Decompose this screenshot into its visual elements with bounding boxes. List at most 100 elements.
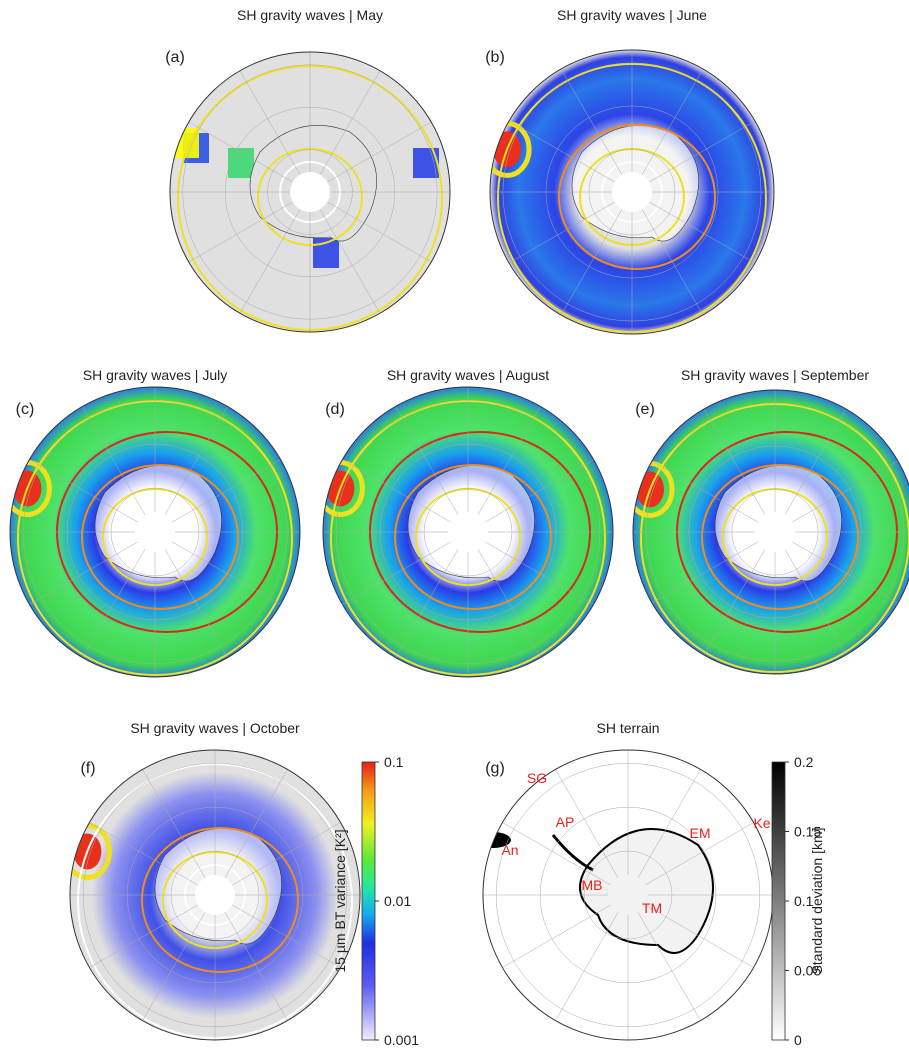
meridian — [477, 549, 541, 658]
meridian — [172, 541, 281, 605]
meridian — [649, 120, 756, 183]
panel-title: SH gravity waves | June — [557, 7, 707, 23]
polar-map — [483, 750, 773, 1040]
polar-map — [490, 50, 774, 334]
region-label: SG — [527, 770, 547, 786]
map-border — [322, 386, 614, 678]
polar-map — [10, 387, 300, 677]
meridian — [651, 460, 758, 523]
panel-title: SH gravity waves | July — [83, 367, 227, 383]
meridian — [555, 912, 619, 1021]
polar-cap — [195, 875, 235, 915]
meridian — [651, 541, 758, 604]
meridian — [637, 769, 701, 878]
colorbar-tick-label: 0.01 — [384, 893, 411, 909]
meridian — [792, 460, 899, 523]
panel-label: (a) — [165, 49, 185, 66]
meridian — [784, 549, 847, 656]
meridian — [342, 459, 451, 523]
meridian — [232, 822, 341, 886]
polar-map — [70, 750, 360, 1040]
meridian — [649, 201, 756, 264]
meridian — [319, 70, 381, 175]
meridian — [637, 912, 701, 1021]
meridian — [224, 912, 288, 1021]
meridian — [164, 549, 228, 658]
meridian — [239, 209, 301, 314]
meridian — [327, 201, 432, 263]
polar-cap — [290, 172, 330, 212]
colorbar-tick-label: 0 — [794, 1032, 802, 1048]
meridian — [508, 120, 615, 183]
colorbar-label: Standard deviation [km] — [809, 827, 825, 974]
meridian — [560, 209, 623, 316]
meridian — [502, 904, 611, 968]
meridian — [142, 912, 206, 1021]
meridian — [645, 904, 754, 968]
meridian — [560, 68, 623, 175]
map-border — [489, 49, 775, 335]
polar-cap — [755, 512, 795, 552]
meridian — [82, 406, 146, 515]
polar-map — [170, 52, 450, 332]
colorbar — [771, 761, 786, 1041]
meridian — [188, 201, 293, 263]
meridian — [29, 459, 138, 523]
contour-orange — [81, 464, 239, 610]
region-label: TM — [642, 900, 662, 916]
colorbar-tick-label: 0.2 — [794, 754, 814, 770]
polar-cap — [612, 172, 652, 212]
region-label: AP — [556, 814, 575, 830]
region-label: Ke — [753, 815, 770, 831]
meridian — [82, 549, 146, 658]
contour-orange — [558, 124, 716, 270]
meridian — [89, 904, 198, 968]
meridian — [224, 769, 288, 878]
meridian — [29, 541, 138, 605]
meridian — [485, 459, 594, 523]
panel-label: (e) — [635, 401, 655, 418]
meridian — [239, 70, 301, 175]
meridian — [89, 822, 198, 886]
meridian — [508, 201, 615, 264]
meridian — [172, 459, 281, 523]
map-border — [632, 389, 909, 675]
panel-title: SH gravity waves | September — [681, 367, 869, 383]
panel-label: (c) — [16, 401, 35, 418]
colorbar-tick-label: 0.001 — [384, 1032, 419, 1048]
panel-title: SH gravity waves | August — [387, 367, 549, 383]
meridian — [395, 549, 459, 658]
meridian — [555, 769, 619, 878]
polar-cap — [448, 512, 488, 552]
contour-orange — [701, 464, 859, 610]
contour-orange — [394, 464, 552, 610]
panel-title: SH gravity waves | May — [237, 7, 383, 23]
meridian — [319, 209, 381, 314]
meridian — [645, 822, 754, 886]
meridian — [641, 209, 704, 316]
panel-title: SH gravity waves | October — [130, 720, 300, 736]
panel-label: (g) — [485, 760, 505, 777]
colorbar — [361, 761, 376, 1041]
contour-orange — [141, 827, 299, 973]
meridian — [164, 406, 228, 515]
region-label: An — [501, 842, 518, 858]
meridian — [792, 541, 899, 604]
panel-label: (f) — [80, 760, 95, 777]
map-border — [169, 51, 451, 333]
panel-label: (b) — [485, 49, 505, 66]
map-border — [9, 386, 301, 678]
meridian — [784, 408, 847, 515]
polar-map — [323, 387, 613, 677]
polar-map — [633, 390, 909, 674]
region-label: MB — [582, 877, 603, 893]
colorbar-tick-label: 0.15 — [794, 824, 821, 840]
meridian — [342, 541, 451, 605]
wave-patch — [228, 148, 254, 178]
meridian — [703, 549, 766, 656]
colorbar-tick-label: 0.05 — [794, 963, 821, 979]
meridian — [703, 408, 766, 515]
panel-title: SH terrain — [596, 720, 659, 736]
meridian — [477, 406, 541, 515]
colorbar-tick-label: 0.1 — [384, 754, 404, 770]
